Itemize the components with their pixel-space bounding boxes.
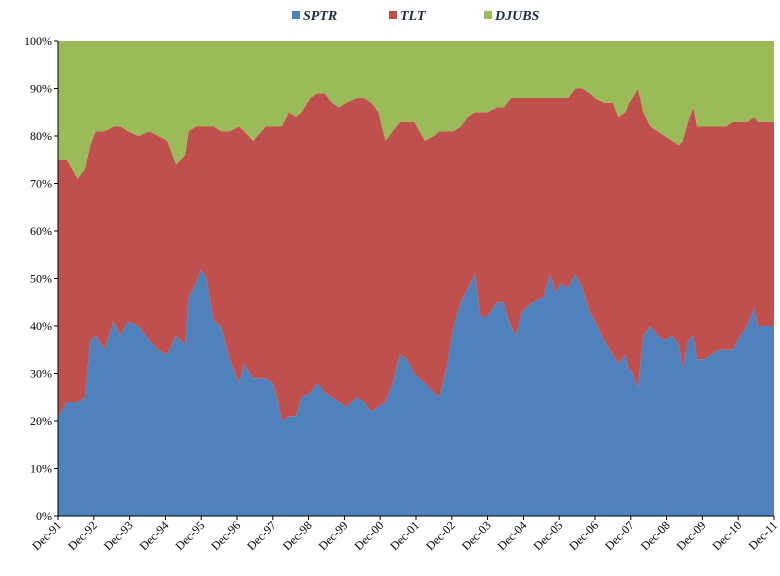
legend-label-tlt: TLT xyxy=(400,9,427,24)
x-tick-label: Dec-95 xyxy=(172,518,207,553)
y-tick-label: 40% xyxy=(30,319,52,333)
x-tick-label: Dec-97 xyxy=(244,518,279,553)
y-tick-label: 100% xyxy=(24,34,52,48)
x-tick-label: Dec-00 xyxy=(351,518,386,553)
y-tick-label: 60% xyxy=(30,224,52,238)
x-tick-label: Dec-99 xyxy=(316,518,351,553)
x-tick-label: Dec-98 xyxy=(280,518,315,553)
x-tick-label: Dec-94 xyxy=(137,518,172,553)
y-tick-label: 70% xyxy=(30,177,52,191)
y-tick-label: 50% xyxy=(30,272,52,286)
x-tick-label: Dec-96 xyxy=(208,518,243,553)
x-tick-label: Dec-93 xyxy=(101,518,136,553)
x-tick-label: Dec-05 xyxy=(530,518,565,553)
x-tick-label: Dec-02 xyxy=(423,518,458,553)
legend-label-sptr: SPTR xyxy=(303,9,337,24)
series-area-tlt xyxy=(58,88,774,421)
x-tick-label: Dec-08 xyxy=(638,518,673,553)
x-tick-label: Dec-09 xyxy=(674,518,709,553)
legend-label-djubs: DJUBS xyxy=(494,9,540,24)
y-tick-label: 90% xyxy=(30,82,52,96)
x-tick-label: Dec-11 xyxy=(746,518,780,553)
y-tick-label: 20% xyxy=(30,414,52,428)
y-tick-label: 30% xyxy=(30,367,52,381)
y-tick-label: 10% xyxy=(30,462,52,476)
x-tick-label: Dec-10 xyxy=(709,518,744,553)
legend-swatch-tlt xyxy=(389,11,397,19)
x-tick-label: Dec-03 xyxy=(459,518,494,553)
series-area-sptr xyxy=(58,269,774,516)
x-tick-label: Dec-01 xyxy=(387,518,422,553)
y-tick-label: 80% xyxy=(30,129,52,143)
x-tick-label: Dec-06 xyxy=(566,518,601,553)
y-axis: 0% 10% 20% 30% 40% 50% 60% 70% 80% 90% 100% xyxy=(24,34,59,523)
plot-area xyxy=(58,41,774,516)
legend-swatch-sptr xyxy=(292,11,300,19)
x-tick-label: Dec-04 xyxy=(495,518,530,553)
chart-legend: SPTR TLT DJUBS xyxy=(292,9,540,24)
legend-swatch-djubs xyxy=(484,11,492,19)
x-tick-label: Dec-92 xyxy=(65,518,100,553)
x-tick-label: Dec-07 xyxy=(602,518,637,553)
x-tick-label: Dec-91 xyxy=(29,518,64,553)
y-tick-label: 0% xyxy=(36,509,52,523)
series-area-djubs xyxy=(58,41,774,179)
x-axis: Dec-91 Dec-92 Dec-93 Dec-94 Dec-95 Dec-96 Dec-… xyxy=(29,515,780,553)
